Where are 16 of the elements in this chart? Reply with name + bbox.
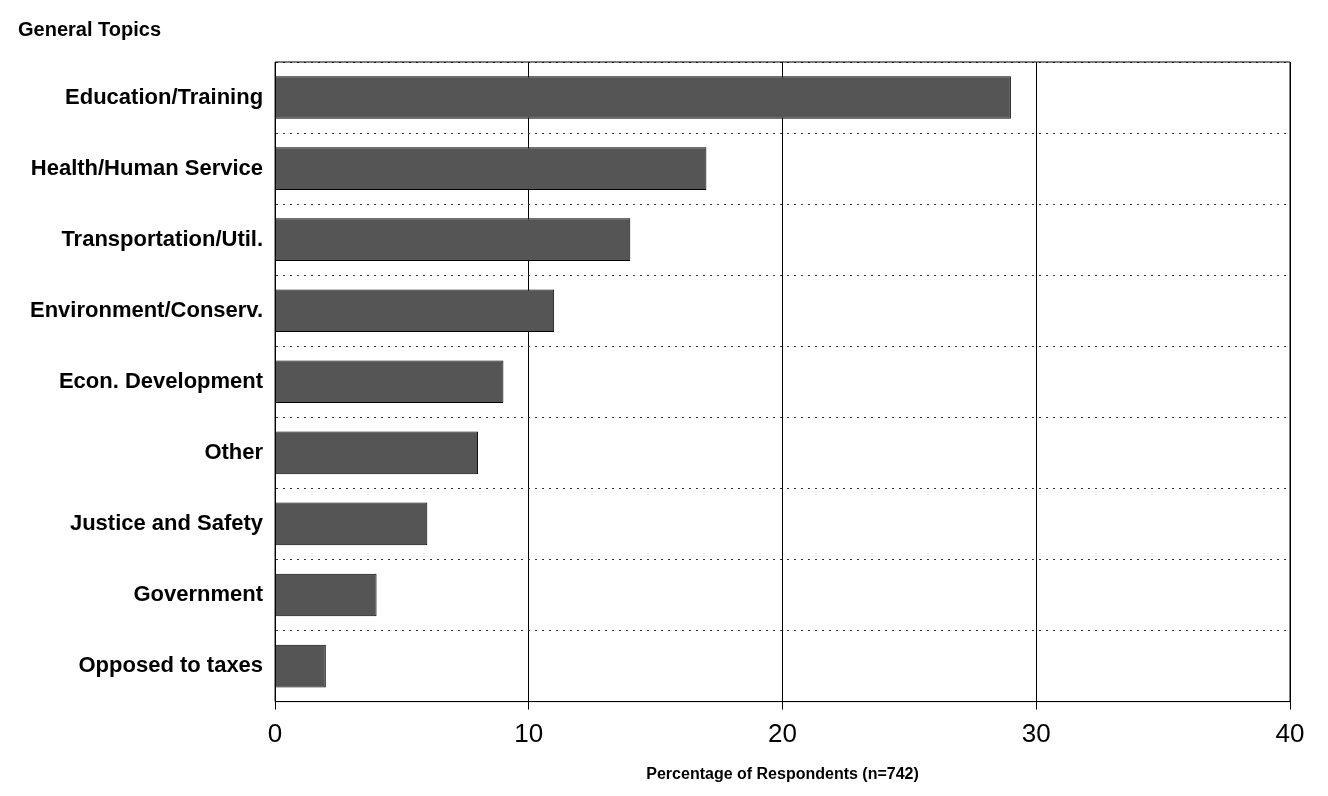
y-tick-label: Government	[133, 581, 264, 607]
y-tick-label: Health/Human Service	[30, 154, 264, 180]
y-tick-label: Education/Training	[65, 83, 264, 109]
x-axis-title: Percentage of Respondents (n=742)	[646, 764, 919, 782]
x-tick-label: 20	[768, 718, 797, 749]
y-tick-label: Environment/Conserv.	[29, 296, 264, 322]
y-tick-label: Other	[204, 438, 264, 464]
x-tick-label: 10	[514, 718, 544, 749]
text: General Topics	[18, 17, 162, 40]
y-tick-label: Transportation/Util.	[61, 225, 264, 251]
x-tick-label: 0	[267, 718, 283, 749]
y-tick-label: Opposed to taxes	[78, 652, 264, 678]
x-tick-label: 30	[1021, 718, 1051, 749]
y-tick-label: Econ. Development	[58, 367, 264, 393]
x-tick-label: 40	[1275, 718, 1305, 749]
y-tick-label: Justice and Safety	[69, 510, 264, 535]
